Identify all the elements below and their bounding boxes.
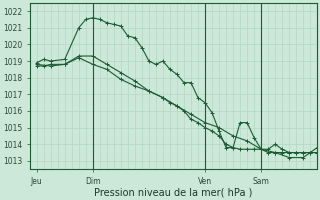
X-axis label: Pression niveau de la mer( hPa ): Pression niveau de la mer( hPa ) (94, 187, 252, 197)
